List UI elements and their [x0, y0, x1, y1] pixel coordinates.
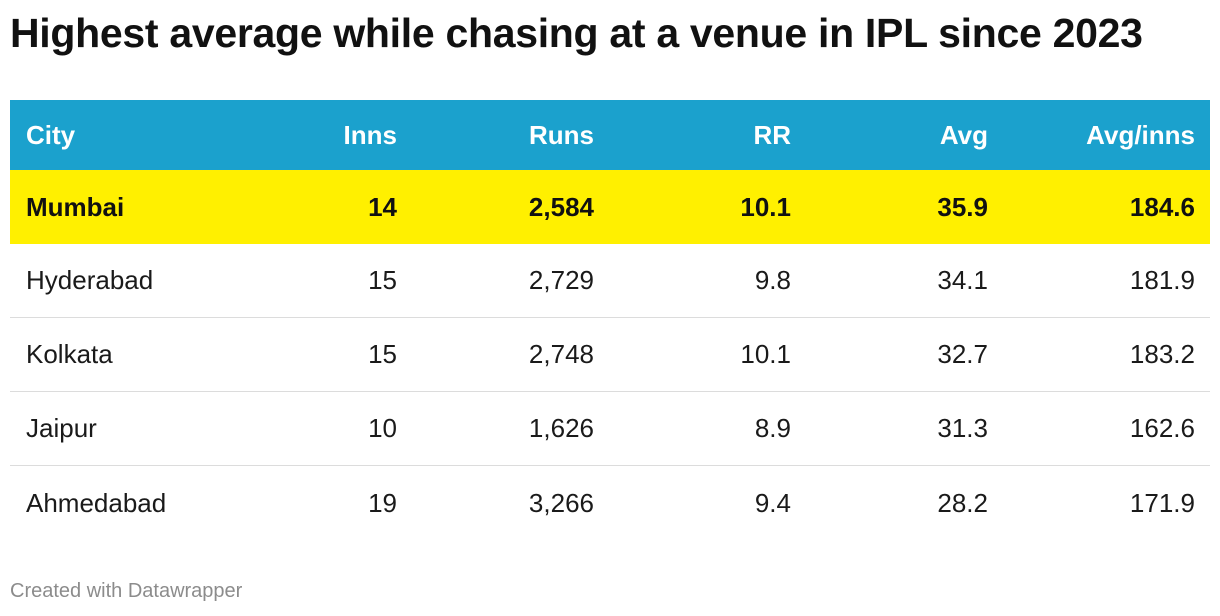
table-cell-rr: 8.9 — [754, 413, 791, 443]
table-row: Ahmedabad 19 3,266 9.4 28.2 171.9 — [10, 466, 1210, 540]
table-cell-runs: 2,584 — [528, 191, 594, 222]
table-cell-city: Hyderabad — [26, 265, 154, 295]
data-table: City Inns Runs RR Avg Avg/inns Mumbai 14… — [10, 100, 1210, 540]
table-row: Hyderabad 15 2,729 9.8 34.1 181.9 — [10, 244, 1210, 318]
table-cell-avg-per-inns: 162.6 — [1129, 413, 1195, 443]
column-header-avg: Avg — [939, 119, 988, 150]
table-cell-rr: 10.1 — [740, 191, 791, 222]
table-cell-avg: 28.2 — [937, 487, 988, 518]
table-cell-avg-per-inns: 171.9 — [1129, 487, 1195, 518]
table-cell-rr: 10.1 — [740, 339, 791, 369]
table-cell-inns: 14 — [368, 191, 397, 222]
table-cell-rr: 9.4 — [754, 487, 791, 518]
table-cell-avg: 31.3 — [937, 413, 988, 443]
table-cell-runs: 2,729 — [528, 265, 594, 295]
table-cell-avg-per-inns: 181.9 — [1129, 265, 1195, 295]
column-header-avg-per-inns: Avg/inns — [1086, 119, 1195, 150]
column-header-inns: Inns — [343, 119, 397, 150]
table-cell-runs: 2,748 — [528, 339, 594, 369]
table-row: Jaipur 10 1,626 8.9 31.3 162.6 — [10, 392, 1210, 466]
table-header-row: City Inns Runs RR Avg Avg/inns — [10, 100, 1210, 170]
table-cell-inns: 15 — [368, 265, 397, 295]
table-cell-rr: 9.8 — [754, 265, 791, 295]
table-cell-inns: 10 — [368, 413, 397, 443]
table-cell-city: Ahmedabad — [26, 487, 167, 518]
table-row-highlighted: Mumbai 14 2,584 10.1 35.9 184.6 — [10, 170, 1210, 244]
table-cell-runs: 3,266 — [528, 487, 594, 518]
table-cell-avg-per-inns: 183.2 — [1129, 339, 1195, 369]
table-cell-city: Mumbai — [26, 191, 125, 222]
credit-footer: Created with Datawrapper — [10, 580, 243, 602]
column-header-rr: RR — [753, 119, 791, 150]
table-cell-city: Kolkata — [26, 339, 113, 369]
table-cell-avg: 32.7 — [937, 339, 988, 369]
table-cell-inns: 19 — [368, 487, 397, 518]
table-row: Kolkata 15 2,748 10.1 32.7 183.2 — [10, 318, 1210, 392]
column-header-runs: Runs — [529, 119, 594, 150]
column-header-city: City — [26, 119, 76, 150]
table-cell-avg-per-inns: 184.6 — [1129, 191, 1195, 222]
chart-title: Highest average while chasing at a venue… — [10, 10, 1143, 56]
table-cell-city: Jaipur — [26, 413, 97, 443]
table-cell-avg: 35.9 — [937, 191, 988, 222]
table-cell-avg: 34.1 — [937, 265, 988, 295]
table-cell-inns: 15 — [368, 339, 397, 369]
table-cell-runs: 1,626 — [528, 413, 594, 443]
